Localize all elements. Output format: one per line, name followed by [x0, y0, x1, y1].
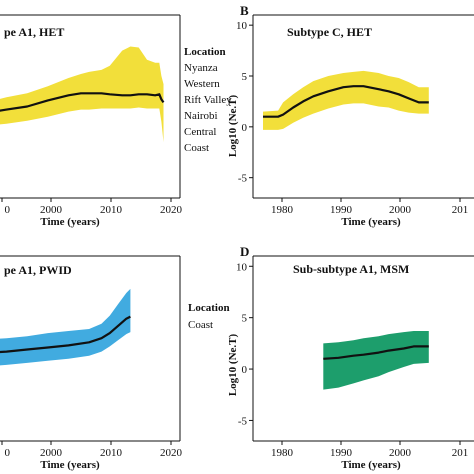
panel-a: pe A1, HET Time (years) 0 2000 2010 2020 Lo… — [0, 14, 232, 228]
panel-a-legend: Location Nyanza Western Rift Valley Nair… — [184, 46, 232, 154]
panel-d-xticks: 1980 1990 2000 201 — [271, 447, 468, 459]
x-tick-label: 1990 — [330, 204, 353, 216]
y-tick-label: 0 — [242, 122, 248, 134]
panel-b-xticks: 1980 1990 2000 201 — [271, 204, 468, 216]
x-tick-label: 1990 — [330, 447, 353, 459]
panel-c-xticks: 0 2000 2010 2020 — [5, 447, 183, 459]
x-tick-label: 2010 — [100, 204, 123, 216]
legend-item: Coast — [188, 319, 213, 331]
x-tick-label: 201 — [452, 447, 469, 459]
panel-b-bands — [263, 70, 429, 130]
y-tick-label: 5 — [242, 71, 248, 83]
panel-d-bands — [323, 331, 429, 390]
panel-a-bands — [0, 46, 165, 143]
panel-b-title: Subtype C, HET — [287, 25, 372, 39]
panel-d: D Sub-subtype A1, MSM Log10 (Ne.T) -5 0 5 1… — [227, 244, 474, 471]
legend-title: Location — [184, 46, 226, 58]
x-tick-label: 2000 — [389, 204, 412, 216]
panel-d-yticks: -5 0 5 10 — [236, 261, 248, 427]
legend-item: Coast — [184, 142, 209, 154]
panel-c-bands — [0, 288, 131, 366]
x-tick-label: 2010 — [100, 447, 123, 459]
credible-interval-band — [0, 288, 131, 366]
x-tick-label: 1980 — [271, 447, 294, 459]
panel-b-yticks: -5 0 5 10 — [236, 20, 248, 185]
y-tick-label: 5 — [242, 313, 248, 325]
panel-b-letter: B — [240, 3, 249, 18]
legend-item: Rift Valley — [184, 94, 232, 106]
panel-a-xlabel: Time (years) — [40, 216, 100, 228]
panel-d-letter: D — [240, 244, 249, 259]
panel-c-title: pe A1, PWID — [4, 263, 72, 277]
y-tick-label: -5 — [238, 415, 248, 427]
panel-a-title: pe A1, HET — [4, 25, 64, 39]
x-tick-label: 2020 — [160, 204, 183, 216]
panel-d-axes — [249, 255, 474, 445]
y-tick-label: 10 — [236, 261, 248, 273]
x-tick-label: 1980 — [271, 204, 294, 216]
panel-b-xlabel: Time (years) — [341, 216, 401, 228]
panel-c: pe A1, PWID Time (years) 0 2000 2010 2020 L… — [0, 255, 230, 471]
legend-item: Nairobi — [184, 110, 218, 122]
legend-item: Nyanza — [184, 62, 218, 74]
y-tick-label: 0 — [242, 364, 248, 376]
legend-item: Western — [184, 78, 220, 90]
panel-d-ylabel: Log10 (Ne.T) — [227, 334, 239, 397]
x-tick-label: 2000 — [40, 204, 63, 216]
y-tick-label: -5 — [238, 173, 248, 185]
median-line — [263, 85, 429, 118]
panel-c-axes — [0, 255, 181, 445]
panel-d-xlabel: Time (years) — [341, 459, 401, 471]
panel-d-title: Sub-subtype A1, MSM — [293, 262, 409, 276]
y-tick-label: 10 — [236, 20, 248, 32]
panel-a-xticks: 0 2000 2010 2020 — [5, 204, 183, 216]
median-line — [323, 345, 429, 360]
panel-c-legend: Location Coast — [188, 302, 230, 331]
x-tick-label: 2020 — [160, 447, 183, 459]
panel-c-xlabel: Time (years) — [40, 459, 100, 471]
x-tick-label: 0 — [5, 447, 11, 459]
median-line — [0, 315, 131, 354]
x-tick-label: 201 — [452, 204, 469, 216]
panel-a-axes — [0, 14, 181, 202]
x-tick-label: 2000 — [389, 447, 412, 459]
panel-b-ylabel: Log10 (Ne.T) — [227, 95, 239, 158]
legend-title: Location — [188, 302, 230, 314]
median-line — [0, 92, 165, 112]
x-tick-label: 2000 — [40, 447, 63, 459]
panel-b-axes — [249, 14, 474, 202]
credible-interval-band — [263, 70, 429, 130]
credible-interval-band — [323, 331, 429, 390]
legend-item: Central — [184, 126, 216, 138]
x-tick-label: 0 — [5, 204, 11, 216]
panel-b: B Subtype C, HET Log10 (Ne.T) -5 0 5 10 198… — [227, 3, 474, 228]
